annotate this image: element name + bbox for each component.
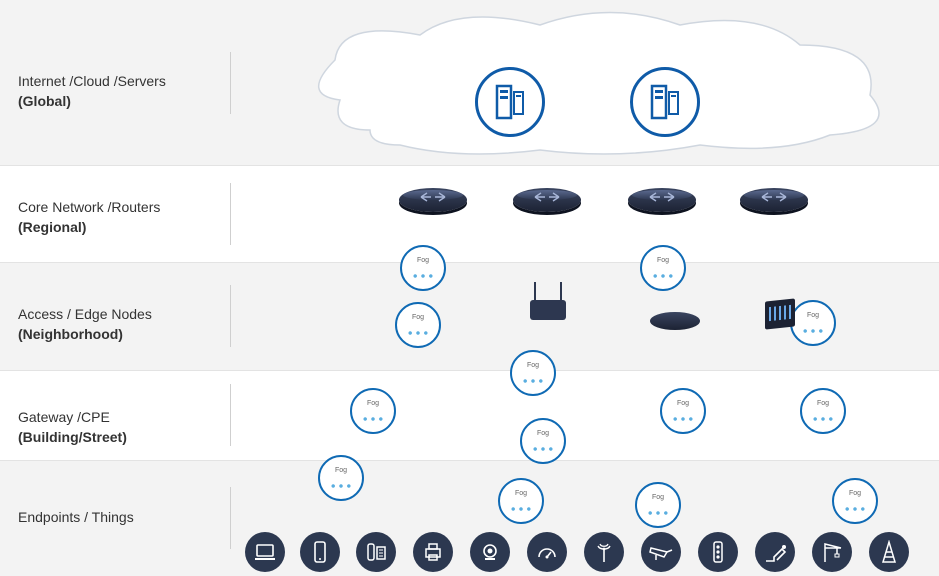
layer-divider xyxy=(230,285,231,347)
edge-device-firewall xyxy=(765,298,795,329)
endpoint-printer-icon xyxy=(413,532,453,572)
layer-things: Endpoints / Things xyxy=(0,460,939,576)
fog-node-fB xyxy=(640,245,686,291)
layer-label-line1: Gateway /CPE xyxy=(18,409,110,425)
endpoint-phone-icon xyxy=(300,532,340,572)
layer-building: Gateway /CPE (Building/Street) xyxy=(0,370,939,460)
endpoint-cctv-icon xyxy=(641,532,681,572)
layer-label-building: Gateway /CPE (Building/Street) xyxy=(18,408,127,447)
server-icon xyxy=(648,82,682,122)
edge-device-ap xyxy=(530,300,566,320)
layer-divider xyxy=(230,183,231,245)
endpoint-voip-icon xyxy=(356,532,396,572)
fog-node-fK xyxy=(498,478,544,524)
layer-border xyxy=(0,460,939,461)
layer-label-line1: Endpoints / Things xyxy=(18,509,134,525)
fog-node-fF xyxy=(510,350,556,396)
layer-label-things: Endpoints / Things xyxy=(18,508,134,528)
endpoint-robot-icon xyxy=(755,532,795,572)
fog-node-fM xyxy=(832,478,878,524)
layer-regional: Core Network /Routers (Regional) xyxy=(0,165,939,262)
layer-label-neighborhood: Access / Edge Nodes (Neighborhood) xyxy=(18,305,152,344)
layer-label-line1: Core Network /Routers xyxy=(18,199,160,215)
layer-divider xyxy=(230,487,231,549)
edge-device-edgerouter xyxy=(650,312,700,330)
server-icon xyxy=(493,82,527,122)
endpoint-gauge-icon xyxy=(527,532,567,572)
layer-label-regional: Core Network /Routers (Regional) xyxy=(18,198,160,237)
core-router-1 xyxy=(513,188,581,212)
layer-label-line1: Access / Edge Nodes xyxy=(18,306,152,322)
fog-node-fI xyxy=(800,388,846,434)
fog-node-fD xyxy=(790,300,836,346)
layer-label-line2: (Building/Street) xyxy=(18,429,127,445)
layer-border xyxy=(0,370,939,371)
endpoint-rig-icon xyxy=(869,532,909,572)
fog-node-fE xyxy=(350,388,396,434)
core-router-3 xyxy=(740,188,808,212)
layer-label-line2: (Neighborhood) xyxy=(18,326,123,342)
fog-node-fH xyxy=(660,388,706,434)
core-router-2 xyxy=(628,188,696,212)
server-circle-1 xyxy=(630,67,700,137)
fog-node-fJ xyxy=(318,455,364,501)
fog-node-fL xyxy=(635,482,681,528)
endpoint-camera-icon xyxy=(470,532,510,572)
cloud-shape xyxy=(0,0,939,175)
layer-divider xyxy=(230,384,231,446)
core-router-0 xyxy=(399,188,467,212)
endpoint-antenna-icon xyxy=(584,532,624,572)
fog-node-fC xyxy=(395,302,441,348)
server-circle-0 xyxy=(475,67,545,137)
layer-label-line2: (Regional) xyxy=(18,219,86,235)
fog-node-fA xyxy=(400,245,446,291)
endpoint-crane-icon xyxy=(812,532,852,572)
layer-border xyxy=(0,262,939,263)
endpoint-laptop-icon xyxy=(245,532,285,572)
endpoint-traffic-icon xyxy=(698,532,738,572)
fog-node-fG xyxy=(520,418,566,464)
